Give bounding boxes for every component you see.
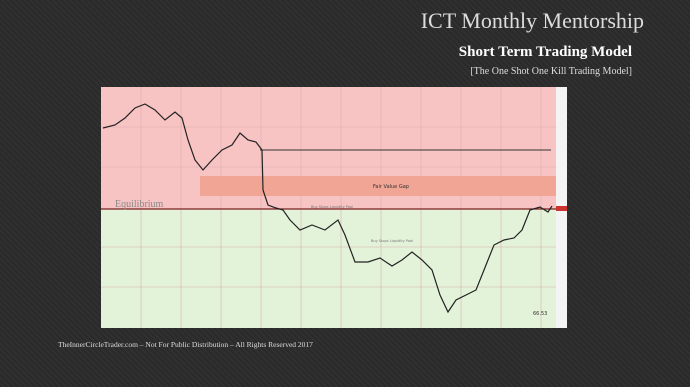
subtitle: Short Term Trading Model (458, 44, 632, 60)
price-path (102, 103, 553, 314)
fair-value-gap (200, 176, 567, 196)
footer: TheInnerCircleTrader.com – Not For Publi… (58, 340, 313, 349)
chart-image: Fair Value Gap Equilibrium Buy Stops Liq… (101, 87, 567, 328)
liquidity-label: Buy Stops Liquidity Pool (311, 205, 353, 209)
fvg-label: Fair Value Gap (373, 184, 409, 190)
tagline: [The One Shot One Kill Trading Model] (470, 66, 632, 77)
discount-zone (101, 209, 567, 328)
price-label: 66.53 (533, 311, 547, 317)
equilibrium-label: Equilibrium (115, 199, 164, 210)
liquidity-label: Buy Stops Liquidity Pool (371, 239, 413, 243)
price-marker (556, 206, 567, 211)
title: ICT Monthly Mentorship (420, 8, 644, 33)
